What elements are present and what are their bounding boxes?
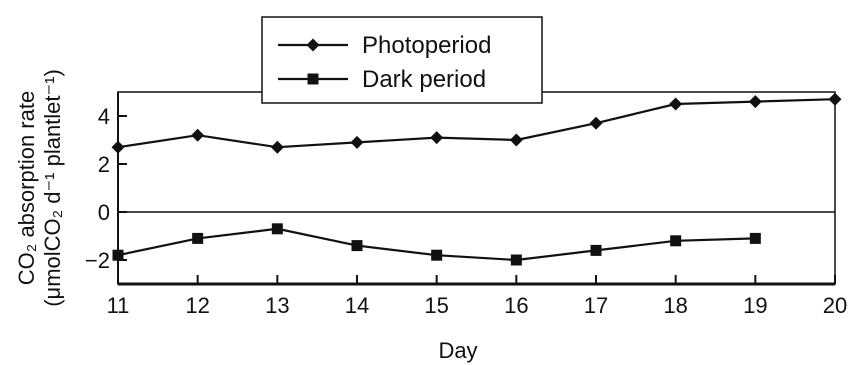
x-ticks: 11 12 13 14 15 16 17 18 19 20 (107, 275, 847, 318)
data-point (510, 254, 522, 266)
legend-label: Photoperiod (362, 32, 491, 59)
data-point (191, 128, 205, 142)
data-point (431, 249, 443, 261)
series-square (112, 223, 761, 266)
data-point (828, 92, 842, 106)
data-point (351, 240, 363, 252)
data-point (669, 97, 683, 111)
data-point (192, 232, 204, 244)
x-tick-label: 11 (107, 293, 130, 318)
legend: Photoperiod Dark period (261, 16, 543, 104)
legend-swatch-marker (306, 38, 320, 52)
data-point (748, 95, 762, 109)
legend-item: Dark period (278, 66, 486, 93)
data-point (430, 131, 444, 145)
data-point (270, 140, 284, 154)
data-point (589, 116, 603, 130)
series-layer (111, 92, 842, 266)
x-tick-label: 20 (823, 293, 847, 318)
x-tick-label: 18 (663, 293, 687, 318)
plot-frame (117, 91, 836, 285)
x-tick-label: 17 (584, 293, 608, 318)
y-tick-label: 2 (98, 152, 110, 177)
x-tick-label: 13 (265, 293, 289, 318)
data-point (590, 244, 602, 256)
legend-swatch-marker (307, 73, 319, 85)
x-tick-label: 19 (743, 293, 767, 318)
x-tick-label: 12 (185, 293, 209, 318)
legend-label: Dark period (362, 66, 486, 93)
x-tick-label: 14 (345, 293, 369, 318)
y-axis-title-line1: CO₂ absorption rate (14, 91, 39, 285)
x-tick-label: 15 (424, 293, 448, 318)
x-axis-title: Day (438, 338, 477, 363)
data-point (509, 133, 523, 147)
legend-items: Photoperiod Dark period (278, 32, 491, 93)
legend-item: Photoperiod (278, 32, 491, 59)
y-ticks: −2 0 2 4 (85, 104, 127, 273)
data-point (111, 140, 125, 154)
y-tick-label: 0 (98, 200, 110, 225)
data-point (271, 223, 283, 235)
data-point (350, 135, 364, 149)
y-axis-title-line2: (μmolCO₂ d⁻¹ plantlet⁻¹) (40, 69, 65, 307)
series-line (117, 98, 836, 149)
series-diamond (111, 92, 842, 154)
y-tick-label: −2 (85, 248, 110, 273)
x-tick-label: 16 (504, 293, 528, 318)
data-point (749, 232, 761, 244)
data-point (112, 249, 124, 261)
y-axis-title: CO₂ absorption rate (μmolCO₂ d⁻¹ plantle… (14, 69, 65, 307)
legend-box (261, 16, 543, 104)
y-tick-label: 4 (98, 104, 110, 129)
data-point (670, 235, 682, 247)
